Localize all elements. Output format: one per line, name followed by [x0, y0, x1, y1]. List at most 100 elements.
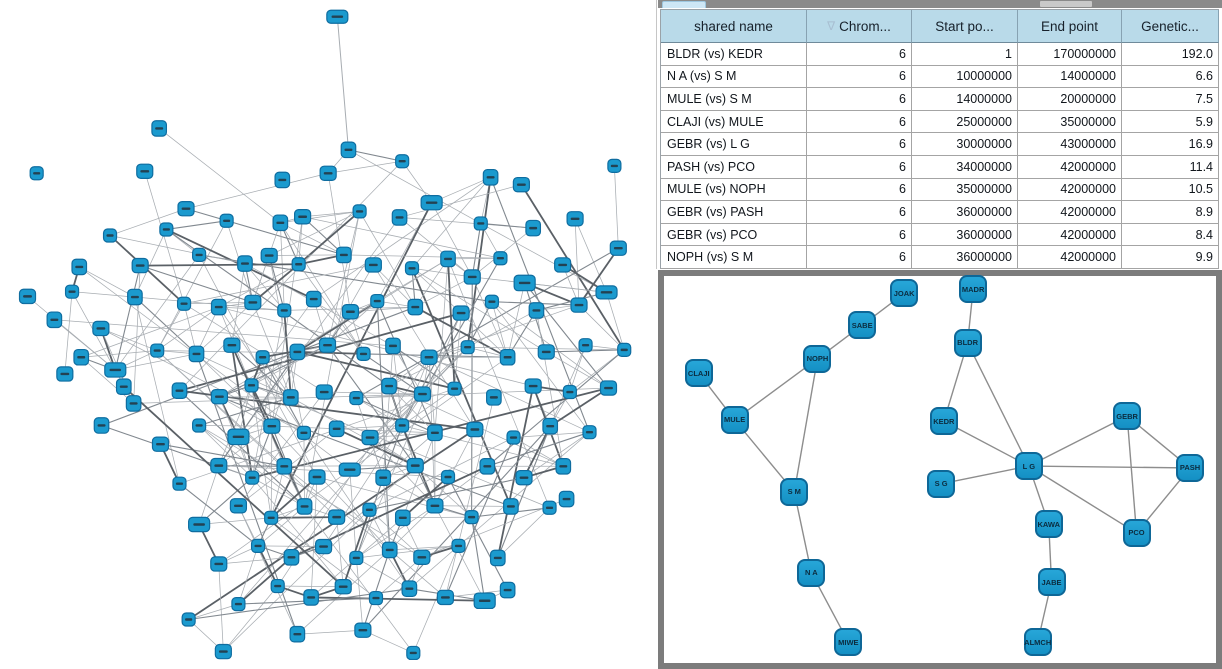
network-canvas-main[interactable]	[0, 0, 655, 669]
network-node[interactable]	[609, 240, 627, 256]
network-node[interactable]	[303, 589, 319, 606]
network-node[interactable]	[340, 141, 357, 159]
network-node[interactable]	[255, 350, 270, 365]
table-cell[interactable]: NOPH (vs) S M	[661, 246, 807, 269]
table-cell[interactable]: PASH (vs) PCO	[661, 155, 807, 179]
network-node[interactable]	[210, 389, 229, 405]
network-node[interactable]	[570, 297, 588, 313]
network-node[interactable]	[473, 592, 496, 610]
table-cell[interactable]: 42000000	[1018, 201, 1122, 224]
network-node[interactable]	[440, 469, 456, 485]
network-node[interactable]	[283, 548, 300, 566]
network-node[interactable]	[263, 418, 281, 434]
table-cell[interactable]: 36000000	[912, 201, 1018, 224]
table-cell[interactable]: 11.4	[1122, 155, 1219, 179]
network-node[interactable]	[499, 581, 516, 599]
network-node[interactable]	[289, 343, 306, 361]
table-cell[interactable]: 8.4	[1122, 223, 1219, 247]
node-kedr[interactable]: KEDR	[929, 407, 958, 436]
node-miwe[interactable]: MIWE	[834, 628, 863, 657]
table-cell[interactable]: 30000000	[912, 133, 1018, 156]
network-node[interactable]	[272, 214, 289, 232]
network-node[interactable]	[260, 247, 278, 264]
network-node[interactable]	[489, 549, 506, 567]
network-node[interactable]	[463, 269, 481, 285]
network-node[interactable]	[334, 579, 352, 595]
network-node[interactable]	[362, 502, 377, 517]
network-node[interactable]	[291, 257, 306, 272]
network-node[interactable]	[499, 348, 516, 366]
network-node[interactable]	[250, 538, 266, 554]
network-node[interactable]	[368, 590, 384, 606]
network-node[interactable]	[599, 380, 618, 396]
table-cell[interactable]: 8.9	[1122, 201, 1219, 224]
scrollbar-thumb[interactable]	[1040, 1, 1092, 7]
table-cell[interactable]: 42000000	[1018, 178, 1122, 202]
network-node[interactable]	[131, 257, 149, 274]
table-cell[interactable]: 20000000	[1018, 88, 1122, 111]
network-node[interactable]	[486, 389, 502, 406]
network-node[interactable]	[391, 209, 408, 226]
network-node[interactable]	[413, 549, 431, 565]
table-cell[interactable]: 170000000	[1018, 43, 1122, 66]
table-cell[interactable]: 6	[807, 246, 912, 269]
network-node[interactable]	[264, 510, 279, 525]
table-cell[interactable]: 10000000	[912, 65, 1018, 89]
network-node[interactable]	[506, 430, 521, 445]
network-node[interactable]	[484, 294, 500, 309]
network-node[interactable]	[558, 490, 575, 508]
network-node[interactable]	[503, 498, 519, 515]
network-node[interactable]	[349, 550, 364, 566]
network-node[interactable]	[296, 425, 312, 440]
network-node[interactable]	[420, 195, 443, 211]
network-node[interactable]	[92, 320, 110, 337]
network-node[interactable]	[151, 120, 168, 137]
network-node[interactable]	[617, 342, 632, 357]
network-node[interactable]	[406, 645, 421, 661]
network-node[interactable]	[229, 498, 248, 514]
network-node[interactable]	[464, 510, 479, 525]
table-cell[interactable]: 5.9	[1122, 110, 1219, 134]
network-node[interactable]	[102, 228, 118, 243]
column-header-start-po[interactable]: Start po...	[912, 10, 1018, 43]
network-node[interactable]	[177, 201, 195, 217]
network-node[interactable]	[542, 417, 559, 435]
network-node[interactable]	[29, 166, 44, 181]
network-node[interactable]	[326, 9, 349, 24]
network-node[interactable]	[244, 378, 259, 393]
node-s-g[interactable]: S G	[927, 469, 956, 498]
table-cell[interactable]: 6	[807, 110, 912, 134]
network-node[interactable]	[395, 418, 410, 433]
node-pash[interactable]: PASH	[1176, 453, 1205, 482]
network-node[interactable]	[341, 304, 360, 320]
network-node[interactable]	[115, 378, 132, 395]
network-node[interactable]	[277, 303, 292, 318]
column-header-shared-name[interactable]: shared name	[661, 10, 807, 43]
network-node[interactable]	[276, 457, 293, 475]
column-header-chrom[interactable]: ∇ Chrom...	[807, 10, 912, 43]
node-mule[interactable]: MULE	[720, 405, 749, 434]
network-node[interactable]	[188, 345, 205, 363]
network-node[interactable]	[237, 255, 253, 272]
network-node[interactable]	[328, 509, 346, 525]
table-cell[interactable]: 36000000	[912, 223, 1018, 247]
table-cell[interactable]: 6	[807, 43, 912, 66]
network-node[interactable]	[93, 417, 110, 434]
network-node[interactable]	[150, 343, 165, 358]
table-cell[interactable]: 42000000	[1018, 155, 1122, 179]
network-node[interactable]	[452, 305, 470, 321]
network-node[interactable]	[354, 622, 372, 638]
node-l-g[interactable]: L G	[1014, 452, 1043, 481]
network-node[interactable]	[244, 294, 262, 311]
network-node[interactable]	[406, 457, 424, 474]
network-node[interactable]	[210, 298, 227, 316]
network-node[interactable]	[127, 288, 143, 306]
table-cell[interactable]: 192.0	[1122, 43, 1219, 66]
node-n-a[interactable]: N A	[797, 558, 826, 587]
network-node[interactable]	[349, 390, 364, 406]
network-node[interactable]	[361, 429, 379, 446]
network-node[interactable]	[192, 247, 207, 262]
table-cell[interactable]: 35000000	[1018, 110, 1122, 134]
network-node[interactable]	[525, 219, 542, 237]
network-node[interactable]	[395, 154, 410, 169]
